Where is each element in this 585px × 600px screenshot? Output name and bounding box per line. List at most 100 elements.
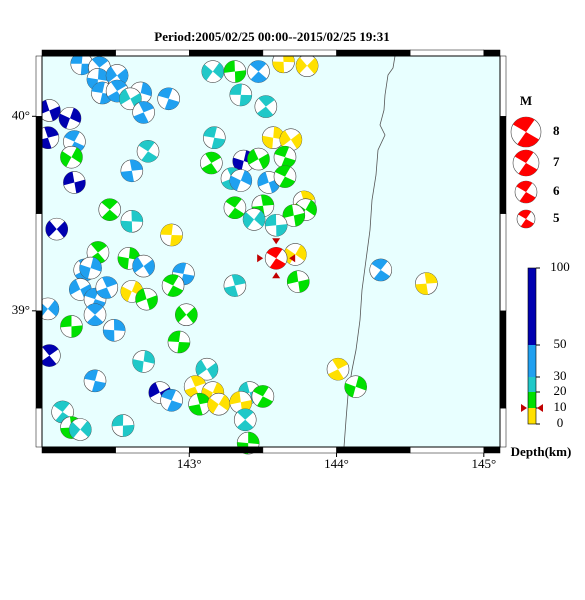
event xyxy=(247,147,270,171)
beachball-quadrant xyxy=(120,220,133,233)
event xyxy=(83,303,107,327)
frame-segment xyxy=(115,446,190,454)
beachball-quadrant xyxy=(260,194,274,206)
beachball-quadrant xyxy=(138,101,154,113)
beachball-quadrant xyxy=(218,394,230,411)
beachball-quadrant xyxy=(133,112,149,124)
beachball-quadrant xyxy=(158,87,173,99)
beachball-quadrant xyxy=(90,257,102,272)
event xyxy=(63,171,86,194)
beachball-quadrant xyxy=(80,420,92,438)
beachball-quadrant xyxy=(517,132,539,147)
event xyxy=(95,276,119,299)
beachball-quadrant xyxy=(231,274,246,286)
event xyxy=(286,270,310,293)
beachball-quadrant xyxy=(64,130,80,142)
beachball-quadrant xyxy=(415,283,429,295)
beachball-quadrant xyxy=(131,210,143,222)
beachball-quadrant xyxy=(250,60,267,72)
event xyxy=(326,357,350,381)
event xyxy=(132,350,155,373)
event xyxy=(201,60,225,83)
beachball-quadrant xyxy=(161,389,177,401)
event xyxy=(102,318,126,342)
beachball-quadrant xyxy=(91,380,106,392)
map-border xyxy=(41,55,501,448)
y-tick-label: 40° xyxy=(12,107,30,122)
event xyxy=(188,392,211,416)
magnitude-symbol xyxy=(514,180,538,204)
beachball-quadrant xyxy=(177,341,190,353)
event xyxy=(264,213,288,237)
beachball-quadrant xyxy=(307,57,319,75)
beachball-quadrant xyxy=(90,241,107,253)
beachball-quadrant xyxy=(282,204,294,219)
magnitude-title: M xyxy=(520,93,532,108)
event xyxy=(183,375,207,398)
beachball-quadrant xyxy=(373,269,390,281)
event xyxy=(295,54,319,78)
beachball-quadrant xyxy=(514,150,534,163)
event xyxy=(105,64,129,87)
beachball-quadrant xyxy=(257,106,274,118)
event xyxy=(254,95,278,118)
beachball-quadrant xyxy=(110,80,127,92)
beachball-quadrant xyxy=(117,256,129,270)
beachball-quadrant xyxy=(172,262,187,274)
beachball-quadrant xyxy=(122,424,134,437)
event xyxy=(369,258,393,282)
frame-segment xyxy=(41,49,116,57)
beachball-quadrant xyxy=(86,303,104,315)
depth-bar-border xyxy=(527,267,537,425)
beachball-quadrant xyxy=(229,391,241,405)
event xyxy=(279,128,303,151)
beachball-quadrant xyxy=(71,147,83,164)
event xyxy=(200,151,223,175)
x-tick-label: 144° xyxy=(324,456,349,471)
event xyxy=(247,60,270,83)
frame-segment xyxy=(115,49,190,57)
x-tick-label: 145° xyxy=(471,456,496,471)
event xyxy=(344,375,367,398)
mainshock-marker xyxy=(272,272,281,279)
x-tick-label: 143° xyxy=(177,456,202,471)
beachball-quadrant xyxy=(84,288,100,300)
beachball-quadrant xyxy=(138,140,155,152)
magnitude-symbol xyxy=(516,209,536,229)
beachball-quadrant xyxy=(163,274,179,286)
frame-segment xyxy=(409,49,485,57)
beachball-quadrant xyxy=(190,375,206,387)
beachball-quadrant xyxy=(58,113,70,129)
event xyxy=(207,392,231,416)
depth-tick-label: 50 xyxy=(554,336,567,351)
beachball-quadrant xyxy=(141,151,158,163)
event xyxy=(203,126,226,150)
beachball-quadrant xyxy=(243,212,255,229)
beachball-quadrant xyxy=(223,60,235,73)
beachball-quadrant xyxy=(40,355,57,367)
magnitude-label: 6 xyxy=(553,183,560,198)
depth-tick-label: 0 xyxy=(557,415,564,430)
depth-tick-label: 10 xyxy=(554,399,567,414)
event xyxy=(38,344,61,367)
event xyxy=(68,418,92,441)
event xyxy=(233,408,257,432)
beachball-quadrant xyxy=(79,264,91,279)
depth-band xyxy=(528,408,536,424)
event xyxy=(79,256,102,280)
event xyxy=(167,330,191,354)
event xyxy=(273,165,297,188)
event xyxy=(160,389,183,412)
beachball-quadrant xyxy=(248,432,260,445)
event xyxy=(195,357,219,381)
beachball-quadrant xyxy=(237,408,254,420)
beachball-quadrant xyxy=(119,88,131,105)
beachball-quadrant xyxy=(328,369,344,381)
beachball-quadrant xyxy=(240,170,252,186)
beachball-quadrant xyxy=(180,273,195,285)
event xyxy=(223,274,247,297)
beachball-quadrant xyxy=(160,223,173,235)
event xyxy=(157,87,180,111)
depth-tick-label: 100 xyxy=(550,259,570,274)
